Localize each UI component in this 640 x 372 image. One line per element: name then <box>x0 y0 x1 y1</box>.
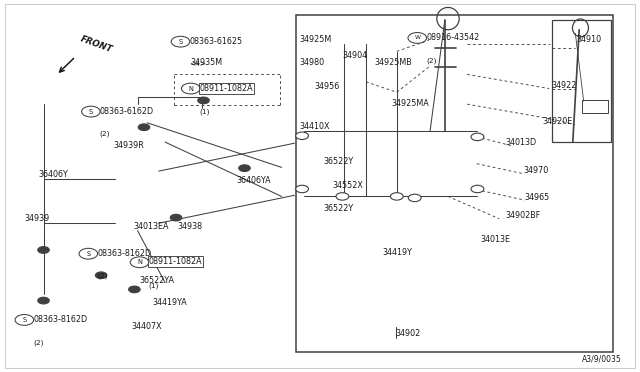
Text: 34902: 34902 <box>396 329 420 338</box>
Circle shape <box>390 193 403 200</box>
Text: 34920E: 34920E <box>543 118 573 126</box>
Text: 08911-1082A: 08911-1082A <box>148 257 202 266</box>
Circle shape <box>296 185 308 193</box>
Circle shape <box>138 124 150 131</box>
Text: 34939: 34939 <box>24 214 49 223</box>
Text: 34965: 34965 <box>525 193 550 202</box>
Text: 34552X: 34552X <box>333 181 364 190</box>
Text: 34939R: 34939R <box>114 141 145 150</box>
Text: 34910: 34910 <box>576 35 601 44</box>
Text: 34419YA: 34419YA <box>152 298 187 307</box>
Text: 34980: 34980 <box>300 58 324 67</box>
Circle shape <box>471 133 484 141</box>
Text: (2): (2) <box>97 273 108 279</box>
Text: 08363-6162D: 08363-6162D <box>100 107 154 116</box>
Text: S: S <box>89 109 93 115</box>
Text: 08916-43542: 08916-43542 <box>426 33 479 42</box>
Text: 36406YA: 36406YA <box>237 176 271 185</box>
Text: 34013E: 34013E <box>480 235 510 244</box>
Text: S: S <box>86 251 90 257</box>
Text: (2): (2) <box>100 131 110 137</box>
Text: A3/9/0035: A3/9/0035 <box>582 355 622 364</box>
Text: 34419Y: 34419Y <box>383 248 413 257</box>
Circle shape <box>198 97 209 104</box>
Circle shape <box>170 214 182 221</box>
Text: (1): (1) <box>200 109 210 115</box>
Text: W: W <box>414 35 420 41</box>
Circle shape <box>95 272 107 279</box>
Circle shape <box>408 194 421 202</box>
Bar <box>296 15 613 352</box>
Text: 08363-8162D: 08363-8162D <box>33 315 88 324</box>
Text: (2): (2) <box>426 57 436 64</box>
Circle shape <box>296 132 308 140</box>
Circle shape <box>129 286 140 293</box>
Circle shape <box>471 185 484 193</box>
Circle shape <box>239 165 250 171</box>
Text: 34925MB: 34925MB <box>374 58 412 67</box>
Circle shape <box>38 297 49 304</box>
Text: (1): (1) <box>148 282 159 289</box>
Text: 08363-8162D: 08363-8162D <box>97 249 152 258</box>
Text: FRONT: FRONT <box>79 35 113 55</box>
Text: 34938: 34938 <box>178 222 203 231</box>
Text: 34956: 34956 <box>315 82 340 91</box>
Text: 36522YA: 36522YA <box>140 276 175 285</box>
Text: 34925M: 34925M <box>300 35 332 44</box>
Text: 34013EA: 34013EA <box>133 222 168 231</box>
Text: 08363-61625: 08363-61625 <box>189 37 243 46</box>
Text: 36522Y: 36522Y <box>323 204 353 213</box>
Bar <box>552 20 611 142</box>
Text: N: N <box>188 86 193 92</box>
Text: 34904: 34904 <box>342 51 367 60</box>
Circle shape <box>336 193 349 200</box>
Text: 36406Y: 36406Y <box>38 170 68 179</box>
Text: 34922: 34922 <box>552 81 577 90</box>
Text: 08911-1082A: 08911-1082A <box>200 84 253 93</box>
Text: 34970: 34970 <box>524 166 548 175</box>
Circle shape <box>38 247 49 253</box>
Text: 34410X: 34410X <box>300 122 330 131</box>
Text: 34935M: 34935M <box>191 58 223 67</box>
Text: 34407X: 34407X <box>131 322 162 331</box>
Text: 36522Y: 36522Y <box>323 157 353 166</box>
Text: 34925MA: 34925MA <box>392 99 429 108</box>
Text: <4>: <4> <box>189 61 206 67</box>
Text: 34013D: 34013D <box>506 138 537 147</box>
Text: (2): (2) <box>33 339 44 346</box>
Text: S: S <box>22 317 26 323</box>
Text: N: N <box>137 259 142 265</box>
Text: S: S <box>179 39 182 45</box>
Text: 34902BF: 34902BF <box>506 211 541 220</box>
